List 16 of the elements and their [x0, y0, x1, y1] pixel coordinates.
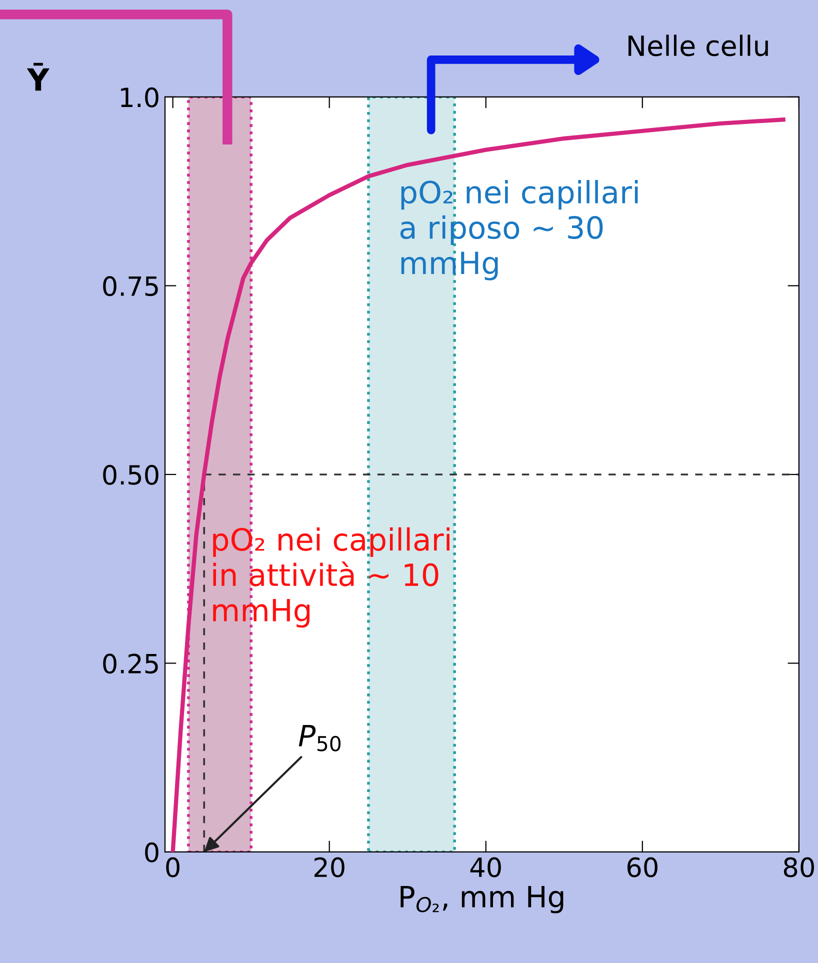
y-axis-title: Ȳ	[26, 62, 50, 91]
annotation: P$_{50}$	[298, 724, 341, 752]
x-tick-label: 40	[470, 857, 501, 878]
y-tick-label: 0.50	[103, 464, 158, 485]
y-tick-label: 1.0	[121, 87, 158, 108]
x-tick-label: 0	[166, 857, 180, 878]
band-label: pO₂ nei capillari a riposo ~ 30 mmHg	[400, 180, 638, 280]
y-tick-label: 0	[145, 842, 158, 862]
x-axis-title: P$_{O₂}$, mm Hg	[400, 886, 564, 914]
band-label: pO₂ nei capillari in attività ~ 10 mmHg	[213, 527, 450, 628]
x-tick-label: 20	[314, 857, 344, 878]
x-tick-label: 60	[627, 857, 658, 878]
y-tick-label: 0.75	[103, 276, 158, 296]
x-tick-label: 80	[784, 857, 814, 878]
text: Nelle cellu	[628, 34, 768, 56]
y-tick-label: 0.25	[103, 654, 158, 674]
